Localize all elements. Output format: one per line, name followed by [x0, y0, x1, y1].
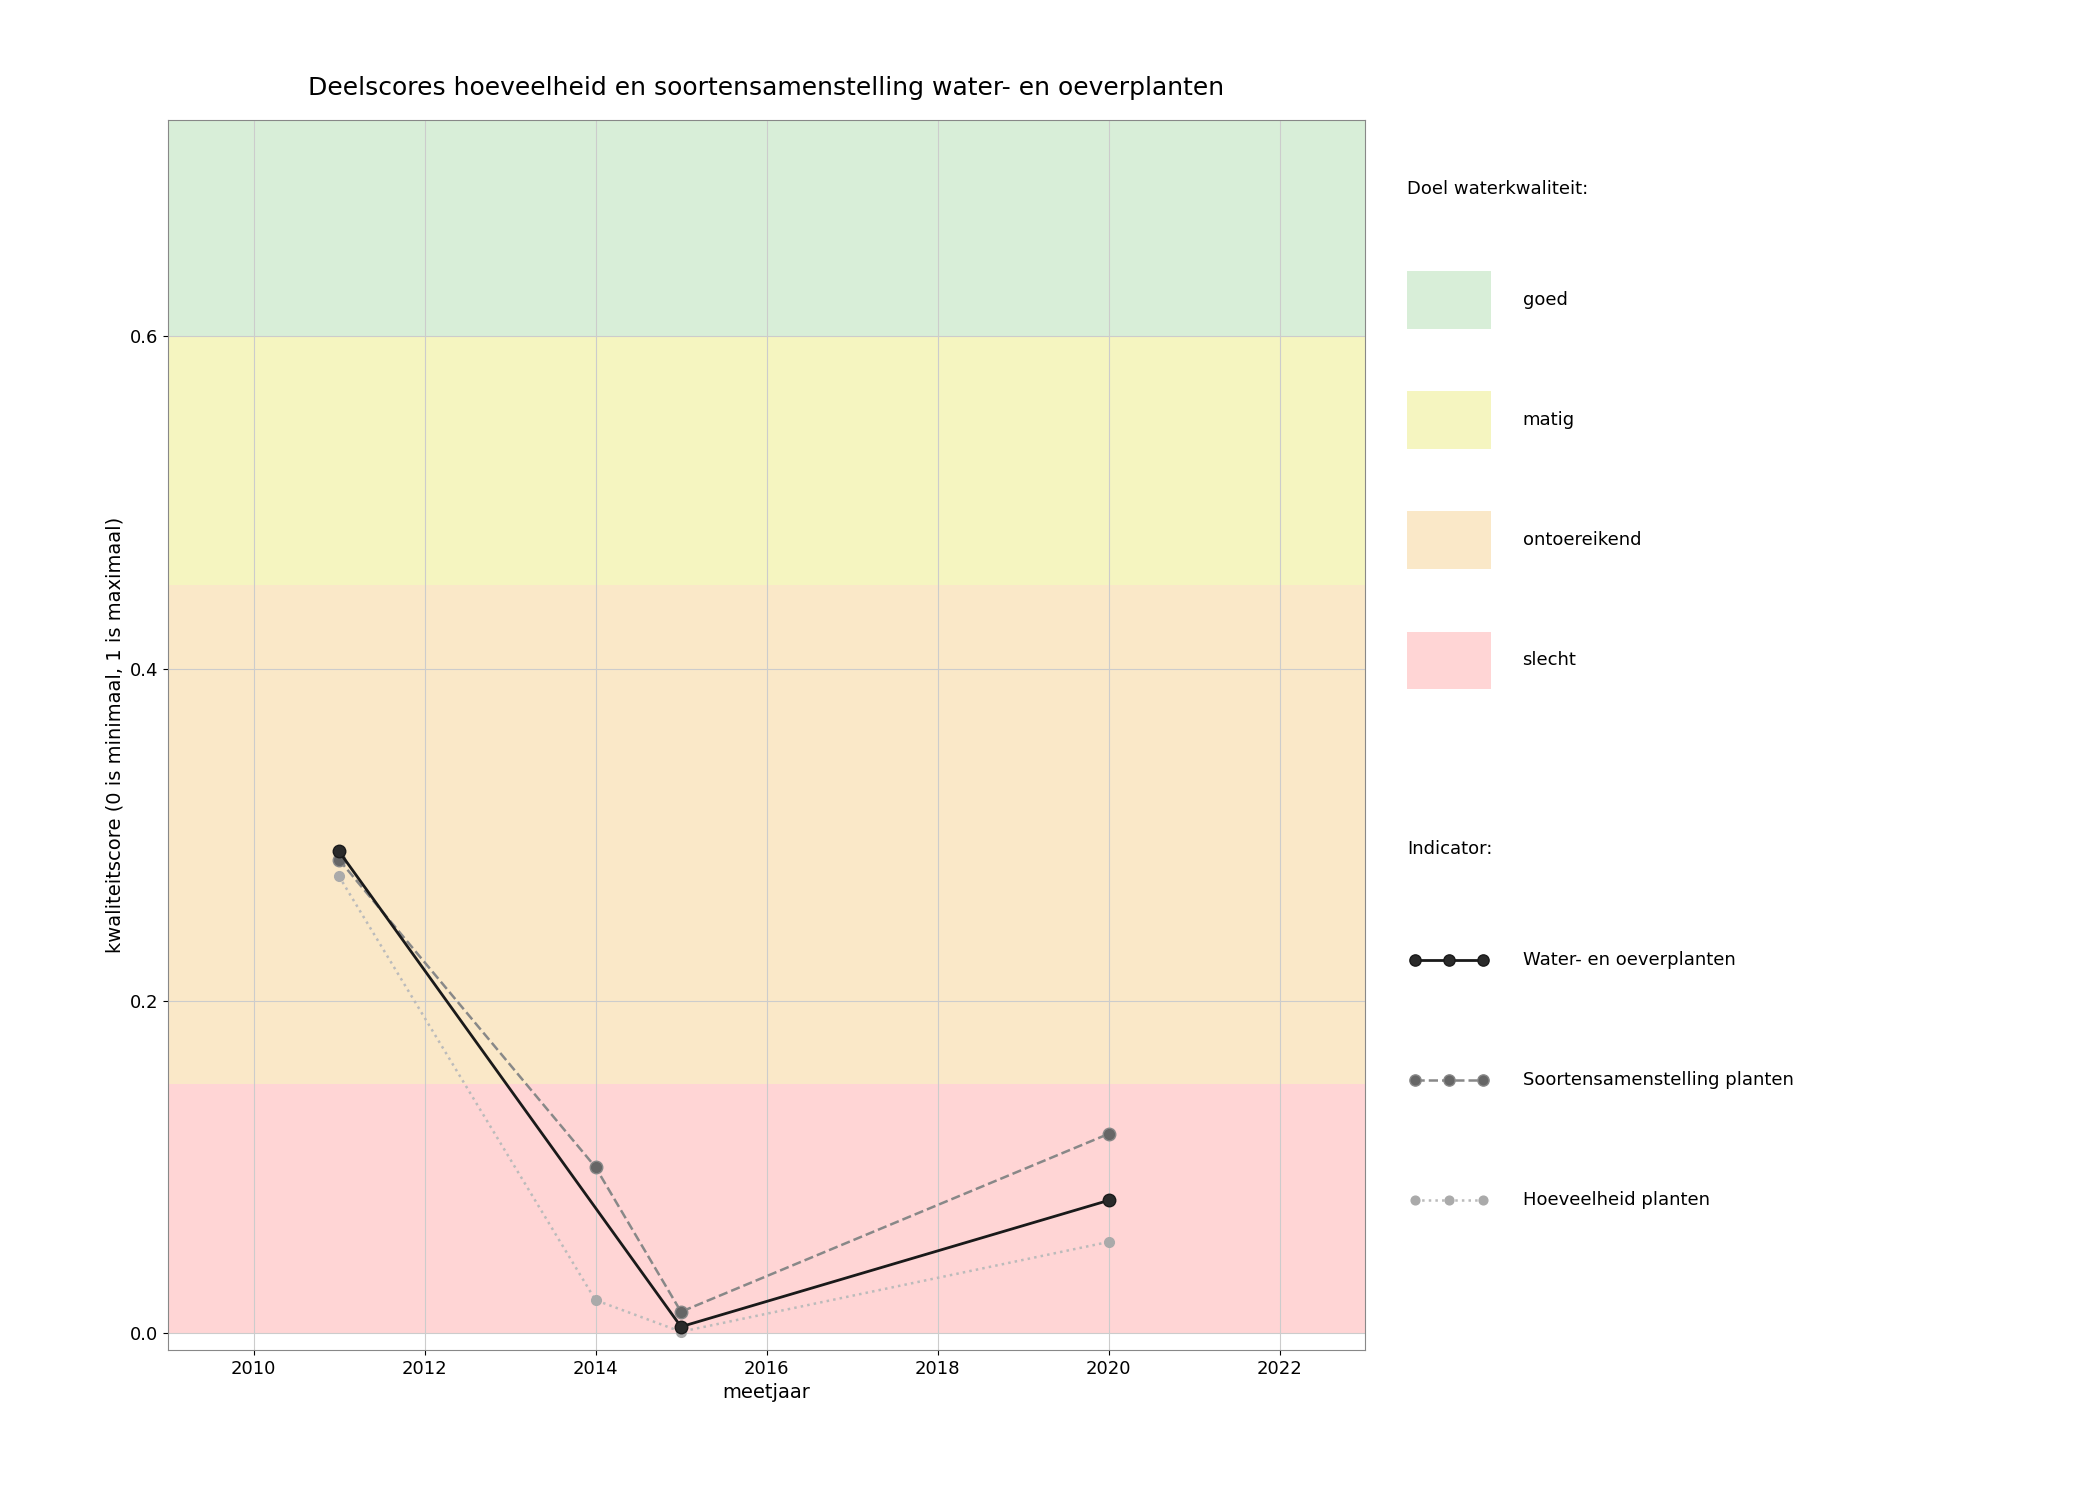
Bar [168, 120, 1365, 336]
Text: slecht: slecht [1522, 651, 1577, 669]
Text: matig: matig [1522, 411, 1575, 429]
Text: Soortensamenstelling planten: Soortensamenstelling planten [1522, 1071, 1793, 1089]
Text: Indicator:: Indicator: [1407, 840, 1493, 858]
Text: goed: goed [1522, 291, 1567, 309]
Title: Deelscores hoeveelheid en soortensamenstelling water- en oeverplanten: Deelscores hoeveelheid en soortensamenst… [309, 76, 1224, 101]
Text: Doel waterkwaliteit:: Doel waterkwaliteit: [1407, 180, 1588, 198]
Bar [168, 1084, 1365, 1334]
Text: ontoereikend: ontoereikend [1522, 531, 1640, 549]
Text: Hoeveelheid planten: Hoeveelheid planten [1522, 1191, 1709, 1209]
Bar [168, 585, 1365, 1084]
Text: Water- en oeverplanten: Water- en oeverplanten [1522, 951, 1735, 969]
Y-axis label: kwaliteitscore (0 is minimaal, 1 is maximaal): kwaliteitscore (0 is minimaal, 1 is maxi… [105, 518, 124, 952]
Bar [168, 336, 1365, 585]
X-axis label: meetjaar: meetjaar [722, 1383, 811, 1402]
